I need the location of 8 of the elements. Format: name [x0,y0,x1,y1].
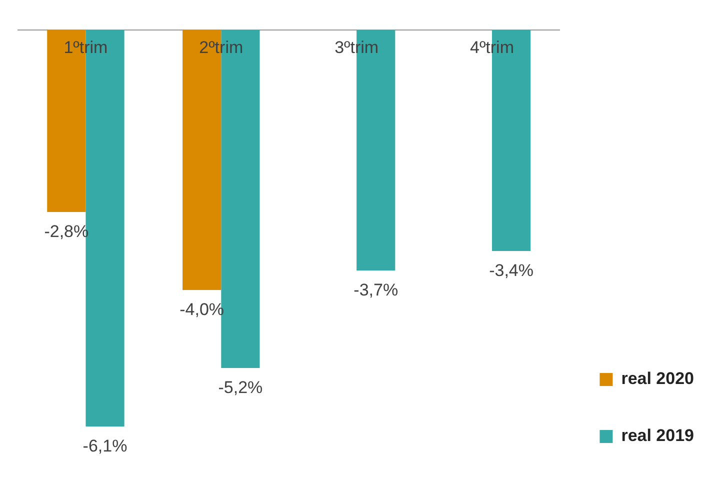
x-tick-label: 1ºtrim [64,38,108,57]
legend-label: real 2020 [621,369,694,388]
data-label: -6,1% [82,436,128,456]
legend-label: real 2019 [621,426,694,446]
x-tick-label: 2ºtrim [199,38,244,57]
data-label: -3,7% [354,280,398,300]
data-label: -3,4% [489,261,534,280]
data-label: -5,2% [218,378,263,398]
